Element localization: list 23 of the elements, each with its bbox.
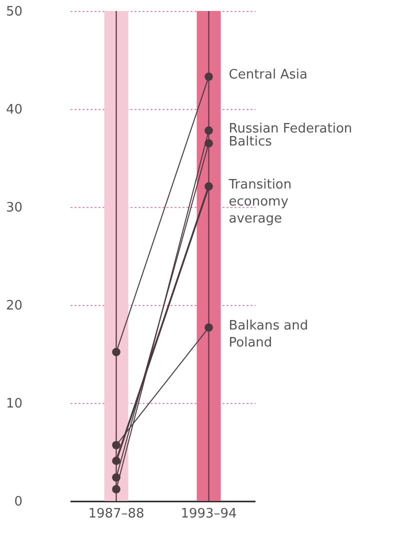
y-tick-label: 50	[6, 4, 22, 20]
point	[112, 456, 120, 465]
y-tick-label: 20	[6, 298, 22, 314]
series-label: Central Asia	[228, 68, 308, 83]
series-label: Balkans and Poland	[228, 318, 308, 351]
point	[204, 126, 213, 135]
point	[112, 473, 120, 482]
series-label: Russian Federation	[228, 122, 352, 137]
point	[112, 348, 120, 356]
point	[204, 139, 213, 148]
point	[204, 72, 213, 81]
series-label: Baltics	[228, 134, 272, 150]
point	[204, 182, 213, 191]
point	[112, 440, 120, 450]
series-label: Transition economy average	[228, 177, 292, 226]
y-tick-label: 30	[6, 200, 22, 216]
x-tick-label: 1993–94	[180, 506, 237, 522]
y-tick-label: 0	[14, 494, 22, 510]
point	[112, 485, 120, 494]
y-tick-label: 10	[6, 396, 22, 412]
x-tick-label: 1987–88	[88, 506, 144, 522]
point	[204, 323, 213, 332]
y-tick-label: 40	[6, 102, 22, 118]
